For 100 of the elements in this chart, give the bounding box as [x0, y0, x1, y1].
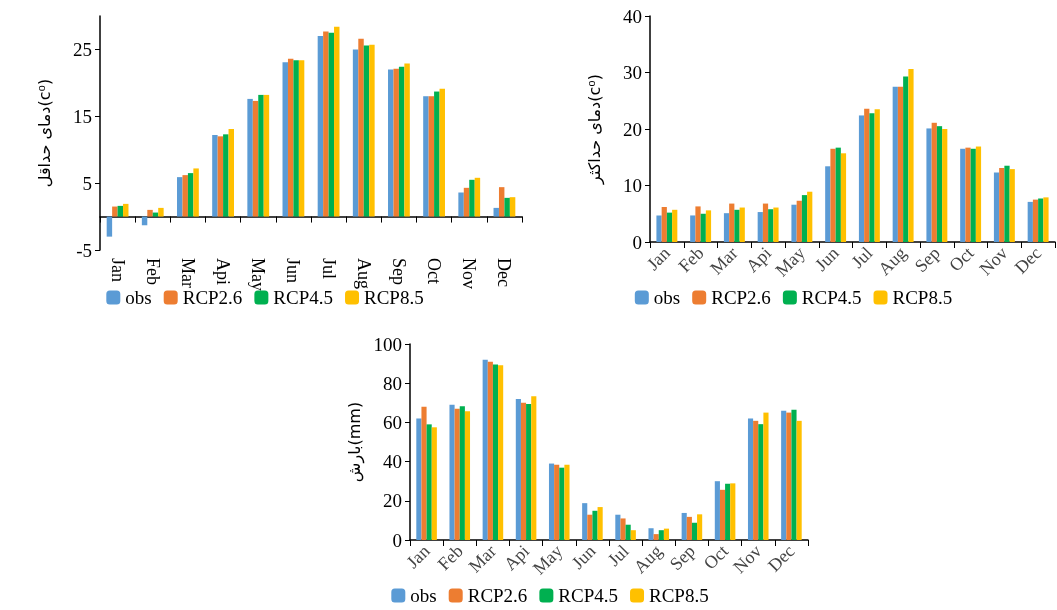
bar — [323, 31, 329, 217]
bar — [117, 205, 124, 217]
bar — [999, 167, 1005, 242]
bar — [449, 404, 455, 540]
bar — [690, 215, 696, 242]
bar — [293, 60, 299, 217]
bar — [498, 365, 504, 540]
bar — [807, 191, 813, 242]
bar — [526, 403, 532, 540]
legend-label: RCP2.6 — [711, 287, 771, 308]
y-axis-title: بارش(mm) — [344, 401, 365, 483]
bar — [463, 187, 470, 217]
bar — [786, 412, 792, 540]
x-tick-label: Aug — [353, 258, 374, 289]
bar — [697, 514, 703, 540]
bar — [723, 213, 730, 242]
legend-label: obs — [125, 287, 152, 308]
bar — [317, 36, 324, 217]
bar — [763, 412, 769, 540]
x-tick-label: Aug — [874, 242, 911, 279]
bar — [358, 38, 364, 217]
bar — [791, 204, 797, 242]
bar — [228, 128, 234, 217]
bar — [282, 62, 288, 217]
bar — [975, 146, 982, 242]
bar — [252, 100, 259, 217]
y-tick-label: 80 — [383, 372, 402, 394]
legend-label: RCP4.5 — [273, 287, 334, 308]
bar — [630, 530, 636, 540]
bar — [768, 209, 774, 242]
legend-label: RCP8.5 — [649, 585, 709, 606]
bar — [960, 148, 966, 242]
bar — [592, 510, 598, 540]
x-tick-label: Oct — [424, 258, 445, 284]
bar — [730, 483, 736, 540]
bar — [739, 207, 745, 242]
bar — [531, 396, 537, 540]
bar — [858, 115, 865, 242]
x-tick-label: Jan — [402, 540, 434, 573]
x-tick-label: Mar — [464, 540, 500, 577]
bar — [158, 207, 164, 217]
bar — [352, 49, 359, 217]
x-tick-label: Feb — [674, 242, 708, 277]
bar — [515, 398, 521, 540]
bar — [487, 361, 493, 540]
legend-label: RCP2.6 — [467, 585, 528, 606]
bar — [926, 128, 932, 242]
x-tick-label: Jul — [847, 242, 877, 272]
bar — [217, 136, 224, 217]
y-tick-label: 0 — [392, 529, 402, 551]
legend-label: RCP2.6 — [182, 287, 243, 308]
bar — [931, 122, 937, 242]
bar — [681, 512, 687, 540]
bar — [936, 126, 943, 242]
y-tick-label: 40 — [623, 5, 642, 27]
bar — [439, 88, 445, 217]
x-tick-label: Jun — [567, 540, 600, 573]
bar — [193, 168, 199, 217]
bar — [177, 177, 183, 217]
bar — [648, 528, 654, 540]
bar — [691, 522, 698, 540]
bar — [897, 86, 904, 242]
bar — [942, 129, 948, 242]
bar — [840, 153, 847, 242]
bar — [334, 26, 340, 217]
bar — [874, 109, 880, 242]
x-tick-label: Nov — [459, 258, 480, 289]
bar — [705, 210, 712, 242]
x-tick-label: Mar — [177, 258, 198, 288]
y-axis-title: دمای حداکثر(c⁰) — [584, 74, 605, 185]
legend-label: obs — [653, 287, 681, 308]
bar — [830, 148, 836, 242]
y-tick-label: -5 — [76, 239, 92, 261]
bar — [328, 32, 335, 217]
bar — [426, 424, 432, 540]
bar — [106, 216, 113, 237]
bar — [587, 514, 593, 540]
x-tick-label: Jul — [318, 258, 339, 280]
bar — [504, 197, 510, 217]
bar — [459, 406, 465, 540]
legend-label: RCP4.5 — [558, 585, 619, 606]
y-tick-label: 30 — [623, 62, 642, 83]
bar — [1038, 198, 1044, 242]
bar — [758, 424, 764, 540]
bar — [112, 206, 118, 217]
bar — [686, 516, 692, 540]
y-tick-label: 20 — [383, 490, 402, 512]
bar — [620, 518, 626, 540]
bar — [469, 179, 475, 217]
bar — [423, 96, 429, 217]
bar — [1043, 197, 1049, 242]
bar — [492, 364, 499, 540]
bar — [182, 175, 188, 217]
bar — [757, 212, 763, 242]
bar — [892, 86, 898, 242]
bar — [653, 534, 659, 540]
x-tick-label: Jan — [642, 242, 674, 275]
bar — [431, 427, 437, 540]
x-tick-label: May — [248, 258, 269, 291]
x-tick-label: Mar — [706, 242, 742, 279]
